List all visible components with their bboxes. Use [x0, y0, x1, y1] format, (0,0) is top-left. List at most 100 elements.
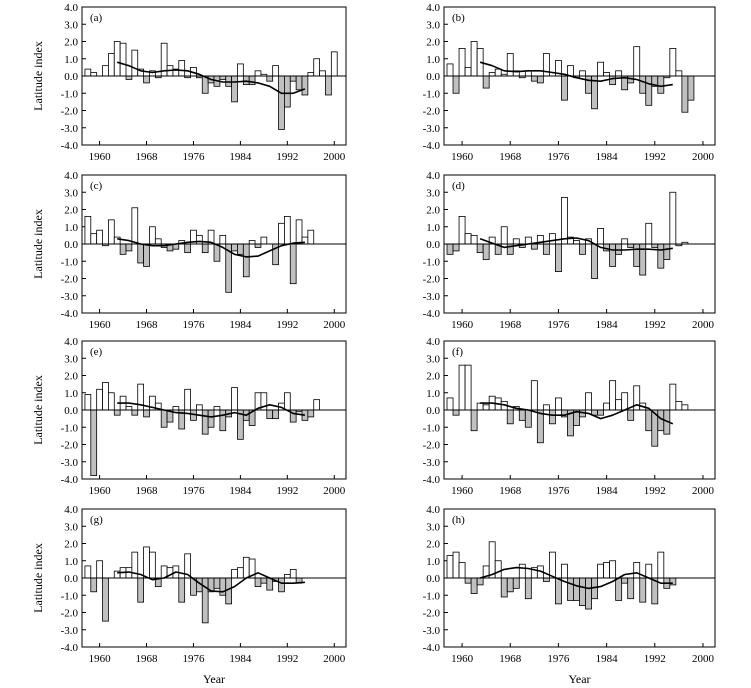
bar	[536, 75, 544, 84]
bar	[669, 191, 677, 245]
bar	[131, 49, 139, 77]
panel-label: (c)	[90, 180, 103, 192]
bar	[330, 51, 338, 77]
bar	[609, 380, 617, 411]
bar	[476, 402, 484, 411]
bar	[657, 75, 665, 94]
y-tick-label: 3.0	[64, 19, 78, 31]
bar	[96, 560, 103, 579]
y-tick-label: 2.0	[426, 371, 440, 383]
trend-line	[116, 61, 306, 95]
x-tick-label: 1968	[499, 485, 522, 497]
bar	[184, 388, 191, 411]
trend-line	[117, 238, 305, 258]
bar	[579, 243, 586, 255]
bar	[542, 404, 550, 411]
bar	[555, 243, 562, 273]
bar	[633, 243, 641, 267]
bar	[295, 75, 303, 91]
bar	[84, 215, 92, 245]
bar	[102, 65, 109, 77]
trend-line	[479, 237, 673, 251]
x-tick-label: 1960	[451, 653, 474, 665]
bar	[627, 409, 635, 421]
x-tick-label: 1976	[547, 151, 570, 163]
bar	[470, 409, 478, 432]
x-axis-title: Year	[568, 672, 590, 686]
bar	[96, 388, 103, 411]
x-tick-label: 1976	[182, 151, 205, 163]
y-tick-label: -3.0	[423, 291, 441, 303]
y-tick-label: 0.0	[64, 71, 78, 83]
x-tick-label: 1984	[229, 653, 252, 665]
bar	[278, 222, 285, 245]
y-tick-label: 0.0	[426, 573, 440, 585]
bar	[573, 240, 580, 245]
x-tick-label: 1984	[596, 319, 619, 331]
bar	[567, 65, 574, 77]
bar	[609, 75, 617, 86]
bar	[219, 577, 227, 596]
x-tick-label: 1984	[229, 151, 252, 163]
bar	[651, 243, 659, 248]
bar	[207, 409, 215, 428]
bar	[90, 577, 98, 593]
bar	[254, 243, 262, 248]
y-tick-label: -4.0	[423, 642, 441, 654]
bar	[172, 406, 180, 411]
panel-label: (h)	[452, 514, 465, 526]
x-tick-label: 1984	[596, 485, 619, 497]
y-tick-label: 3.0	[64, 187, 78, 199]
bar	[639, 577, 647, 603]
bar	[561, 563, 568, 579]
y-tick-label: 0.0	[64, 573, 78, 585]
bar	[645, 222, 653, 245]
x-tick-label: 2000	[692, 151, 715, 163]
bar	[219, 75, 227, 80]
bar	[452, 243, 460, 252]
y-tick-label: 4.0	[64, 504, 78, 516]
y-tick-label: 4.0	[426, 336, 440, 348]
y-tick-label: -2.0	[423, 106, 441, 118]
bar	[561, 75, 568, 101]
bar	[512, 238, 520, 245]
bar	[518, 409, 526, 421]
bar	[470, 577, 478, 594]
bar	[615, 243, 623, 255]
bar	[295, 219, 303, 245]
bar	[219, 409, 227, 432]
bar	[482, 404, 490, 411]
bar	[201, 409, 209, 435]
bar	[615, 399, 623, 411]
bar	[506, 53, 514, 77]
y-tick-label: 1.0	[426, 388, 440, 400]
y-tick-label: -1.0	[423, 590, 441, 602]
bar	[184, 243, 191, 254]
y-tick-label: 0.0	[426, 239, 440, 251]
bar	[231, 568, 238, 579]
bar	[154, 238, 162, 245]
bar	[621, 392, 629, 411]
bar	[464, 364, 472, 411]
y-tick-label: -4.0	[61, 140, 79, 152]
bar	[283, 75, 291, 108]
y-tick-label: -2.0	[61, 106, 79, 118]
bar	[178, 577, 186, 603]
x-tick-label: 1992	[644, 485, 666, 497]
y-tick-label: 3.0	[426, 187, 440, 199]
bar	[464, 233, 472, 245]
bar	[573, 577, 580, 601]
bar	[506, 409, 514, 425]
y-tick-label: -4.0	[423, 140, 441, 152]
panel-label: (a)	[90, 12, 103, 24]
bar	[278, 75, 285, 130]
bar	[84, 565, 92, 579]
bar	[518, 563, 526, 579]
bar	[627, 577, 635, 600]
bar	[663, 243, 671, 260]
x-tick-label: 2000	[692, 653, 715, 665]
bar	[325, 75, 332, 96]
y-tick-label: -4.0	[423, 308, 441, 320]
x-tick-label: 1992	[276, 485, 298, 497]
bar	[585, 75, 592, 94]
